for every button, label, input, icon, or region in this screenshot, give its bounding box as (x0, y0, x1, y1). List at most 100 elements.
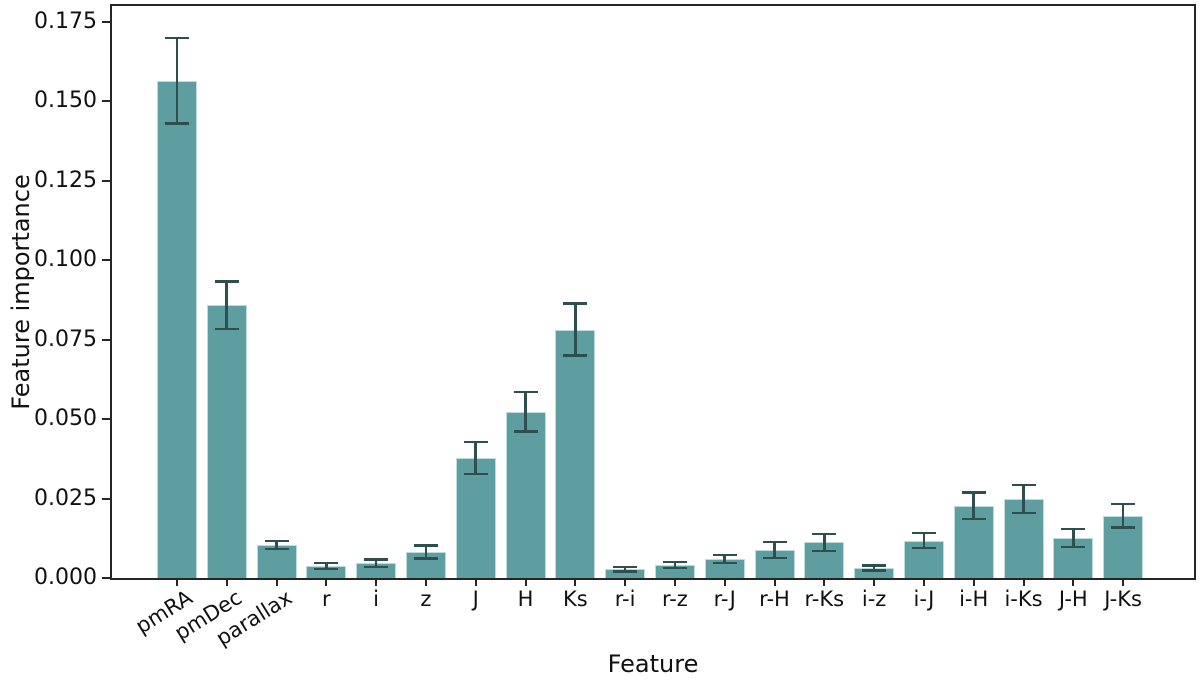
error-bar-cap-top (862, 564, 887, 567)
x-tick-mark (873, 580, 876, 586)
error-bar-line (275, 540, 278, 550)
y-tick-mark (102, 20, 110, 23)
error-bar-cap-bottom (613, 570, 638, 573)
error-bar-line (723, 554, 726, 564)
x-tick-mark (823, 580, 826, 586)
y-tick-label: 0.100 (34, 247, 97, 273)
bar-ks (555, 329, 596, 578)
x-tick-label-z: z (420, 587, 432, 611)
error-bar-line (374, 559, 378, 567)
error-bar-cap-bottom (812, 549, 837, 553)
x-tick-mark (922, 580, 925, 586)
error-bar-line (225, 281, 228, 330)
error-bar-cap-top (662, 560, 687, 564)
x-tick-mark (225, 580, 228, 586)
y-tick-label: 0.125 (34, 167, 97, 193)
x-tick-mark (624, 580, 627, 586)
error-bar-cap-top (563, 302, 588, 305)
error-bar-cap-bottom (1111, 526, 1136, 529)
error-bar-cap-top (1011, 483, 1036, 487)
x-tick-mark (424, 580, 427, 586)
x-tick-label-i-j: i-J (913, 587, 935, 611)
x-tick-mark (972, 580, 975, 586)
x-tick-mark (1022, 580, 1025, 586)
error-bar-line (823, 533, 826, 551)
error-bar-line (474, 441, 477, 474)
y-tick-label: 0.175 (34, 8, 97, 34)
x-tick-mark (325, 580, 328, 586)
bar-pmdec (206, 305, 247, 578)
error-bar-cap-bottom (1011, 511, 1036, 515)
error-bar-cap-bottom (164, 122, 189, 125)
error-bar-cap-bottom (762, 556, 787, 560)
bar-j (455, 457, 496, 578)
error-bar-cap-top (364, 558, 389, 561)
error-bar-cap-bottom (911, 546, 936, 550)
error-bar-line (872, 565, 876, 571)
x-tick-mark (673, 580, 676, 586)
error-bar-cap-top (1061, 527, 1086, 531)
error-bar-line (1072, 529, 1075, 547)
x-tick-label-r-z: r-z (661, 587, 688, 611)
y-tick-mark (102, 497, 110, 500)
x-tick-label-r-i: r-i (614, 587, 636, 611)
error-bar-line (325, 563, 328, 569)
x-tick-label-i-h: i-H (959, 587, 989, 611)
error-bar-line (773, 542, 776, 558)
x-tick-label-r-ks: r-Ks (804, 587, 845, 611)
x-tick-label-j: J (472, 587, 479, 611)
error-bar-line (524, 392, 527, 432)
x-tick-label-r: r (321, 587, 331, 611)
x-tick-label-r-j: r-J (713, 587, 736, 611)
error-bar-cap-top (413, 544, 438, 547)
error-bar-cap-bottom (662, 566, 687, 570)
error-bar-line (175, 37, 179, 124)
error-bar-cap-top (1111, 502, 1136, 506)
error-bar-cap-bottom (1061, 545, 1086, 549)
error-bar-cap-top (911, 531, 936, 535)
y-tick-mark (102, 259, 110, 262)
x-tick-mark (1122, 580, 1125, 586)
bar-h (505, 411, 546, 578)
error-bar-cap-top (812, 532, 837, 536)
plot-area: 0.000 0.025 0.050 0.075 0.100 0.125 0.150 0.175… (34, 4, 1196, 651)
error-bar-cap-bottom (413, 557, 438, 560)
error-bar-cap-bottom (364, 565, 389, 569)
y-tick-mark (102, 179, 110, 182)
x-tick-mark (175, 580, 178, 586)
y-axis-label: Feature importance (7, 174, 35, 410)
error-bar-line (623, 566, 627, 572)
error-bar-line (972, 492, 975, 520)
x-tick-mark (773, 580, 776, 586)
error-bar-cap-top (613, 565, 638, 569)
error-bar-cap-bottom (712, 561, 737, 565)
error-bar-cap-bottom (314, 567, 339, 571)
error-bar-cap-top (513, 390, 538, 394)
error-bar-cap-top (264, 539, 289, 543)
y-tick-mark (102, 338, 110, 341)
error-bar-cap-top (961, 491, 986, 494)
x-tick-label-i-z: i-z (861, 587, 887, 611)
error-bar-cap-bottom (214, 327, 239, 331)
y-tick-mark (102, 100, 110, 103)
error-bar-line (574, 303, 577, 356)
x-tick-label-ks: Ks (562, 587, 588, 611)
error-bar-line (673, 561, 677, 569)
error-bar-cap-bottom (463, 472, 488, 476)
x-tick-mark (375, 580, 378, 586)
error-bar-cap-bottom (264, 547, 289, 551)
y-tick-mark (102, 577, 110, 579)
x-tick-mark (524, 580, 527, 586)
x-tick-label-j-h: J-H (1058, 587, 1088, 611)
error-bar-cap-top (314, 561, 339, 565)
x-tick-label-h: H (517, 587, 534, 611)
error-bar-cap-bottom (513, 430, 538, 433)
y-tick-label: 0.000 (34, 565, 97, 590)
error-bar-cap-bottom (862, 569, 887, 572)
error-bar-line (1022, 484, 1025, 513)
y-tick-label: 0.075 (34, 326, 97, 352)
x-axis-label: Feature (607, 650, 699, 678)
x-tick-mark (723, 580, 726, 586)
x-tick-mark (574, 580, 577, 586)
